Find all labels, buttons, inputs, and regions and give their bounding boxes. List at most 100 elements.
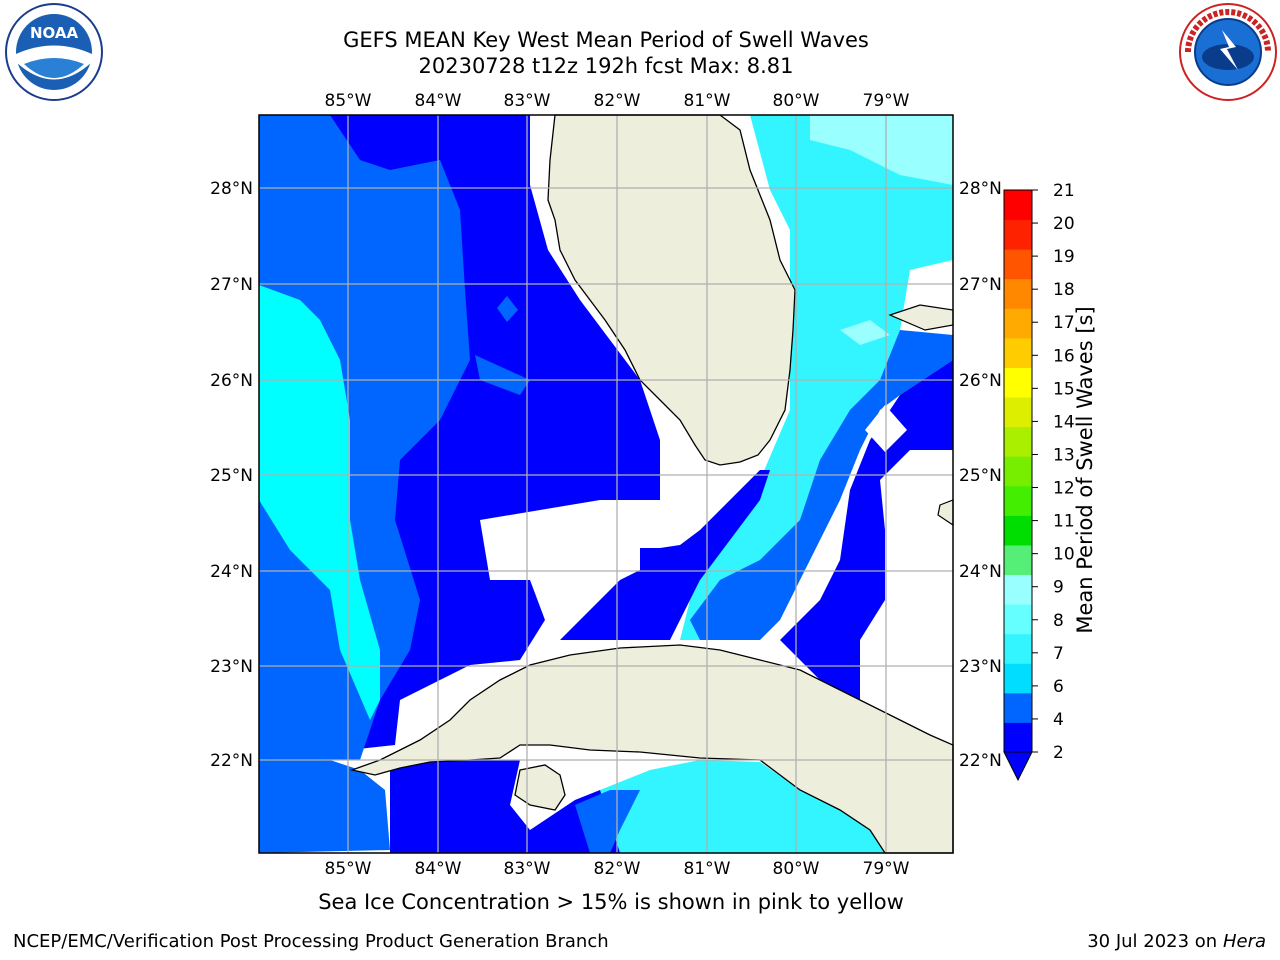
noaa-logo-text: NOAA xyxy=(30,24,79,42)
colorbar-frame xyxy=(1003,189,1033,753)
colorbar-tick-label: 20 xyxy=(1053,214,1075,234)
footer-credit: NCEP/EMC/Verification Post Processing Pr… xyxy=(13,931,609,952)
lon-label: 84°W xyxy=(415,91,462,111)
chart-title: GEFS MEAN Key West Mean Period of Swell … xyxy=(343,28,869,52)
swell-zone-lower-left xyxy=(259,590,310,700)
colorbar-tick-label: 12 xyxy=(1053,479,1075,499)
lat-label: 22°N xyxy=(210,751,253,771)
colorbar-tick-label: 7 xyxy=(1053,644,1064,664)
lon-label: 84°W xyxy=(415,859,462,879)
lat-label: 27°N xyxy=(959,275,1002,295)
colorbar-segment xyxy=(1004,456,1032,487)
colorbar-segment xyxy=(1004,485,1032,516)
lon-label: 82°W xyxy=(594,91,641,111)
lat-labels-right: 28°N 27°N 26°N 25°N 24°N 23°N 22°N xyxy=(959,179,1002,771)
colorbar-segment xyxy=(1004,692,1032,723)
lon-label: 80°W xyxy=(773,91,820,111)
lat-label: 27°N xyxy=(210,275,253,295)
colorbar-tick-label: 16 xyxy=(1053,346,1075,366)
land-florida xyxy=(547,114,796,466)
lon-label: 85°W xyxy=(325,91,372,111)
lon-labels-top: 85°W 84°W 83°W 82°W 81°W 80°W 79°W xyxy=(325,91,910,111)
lat-label: 23°N xyxy=(959,657,1002,677)
swell-zone-east-deep xyxy=(780,360,953,700)
colorbar-segment xyxy=(1004,367,1032,398)
lat-label: 24°N xyxy=(210,562,253,582)
colorbar-segment xyxy=(1004,278,1032,309)
lat-label: 26°N xyxy=(210,371,253,391)
lon-label: 81°W xyxy=(684,859,731,879)
lat-label: 23°N xyxy=(210,657,253,677)
colorbar-segment xyxy=(1004,190,1032,221)
lon-label: 82°W xyxy=(594,859,641,879)
colorbar-segment xyxy=(1004,604,1032,635)
colorbar-segment xyxy=(1004,219,1032,250)
colorbar-tick-label: 10 xyxy=(1053,545,1075,565)
colorbar-tick-label: 19 xyxy=(1053,247,1075,267)
lat-label: 26°N xyxy=(959,371,1002,391)
colorbar-tick-label: 9 xyxy=(1053,578,1064,598)
swell-zone-east-light-2 xyxy=(840,320,890,345)
colorbar-segment xyxy=(1004,249,1032,280)
colorbar-tick-label: 8 xyxy=(1053,611,1064,631)
lon-label: 81°W xyxy=(684,91,731,111)
colorbar: 2 4 6 7 8 9 10 11 12 13 14 15 16 17 18 19 20 21 xyxy=(1003,181,1075,782)
footer-date: 30 Jul 2023 on Hera xyxy=(1087,931,1266,952)
footer-date-text: 30 Jul 2023 on xyxy=(1087,931,1223,952)
lat-label: 25°N xyxy=(210,466,253,486)
colorbar-segment xyxy=(1004,544,1032,576)
colorbar-segment xyxy=(1004,515,1032,546)
lon-label: 83°W xyxy=(504,91,551,111)
colorbar-tick-label: 4 xyxy=(1053,710,1064,730)
swell-zone-6-7-west xyxy=(259,285,380,720)
colorbar-tick-label: 18 xyxy=(1053,280,1075,300)
swell-zone-lower-left-2 xyxy=(259,760,390,853)
colorbar-label: Mean Period of Swell Waves [s] xyxy=(1073,306,1097,634)
colorbar-segment xyxy=(1004,426,1032,457)
colorbar-segment xyxy=(1004,663,1032,694)
sea-ice-caption: Sea Ice Concentration > 15% is shown in … xyxy=(318,890,904,914)
lat-label: 24°N xyxy=(959,562,1002,582)
colorbar-segment xyxy=(1004,574,1032,605)
lat-label: 28°N xyxy=(210,179,253,199)
colorbar-extend-arrow xyxy=(1003,751,1033,782)
swell-zone-south-blue xyxy=(575,790,640,853)
colorbar-tick-label: 21 xyxy=(1053,181,1075,201)
lat-label: 28°N xyxy=(959,179,1002,199)
swell-zone-east-blue xyxy=(690,330,953,640)
colorbar-tick-label: 17 xyxy=(1053,313,1075,333)
lon-label: 83°W xyxy=(504,859,551,879)
colorbar-tick-label: 15 xyxy=(1053,379,1075,399)
lat-labels-left: 28°N 27°N 26°N 25°N 24°N 23°N 22°N xyxy=(210,179,253,771)
colorbar-segment xyxy=(1004,308,1032,339)
chart-subtitle: 20230728 t12z 192h fcst Max: 8.81 xyxy=(418,54,794,78)
colorbar-segment xyxy=(1004,337,1032,368)
lon-label: 85°W xyxy=(325,859,372,879)
swell-patch xyxy=(497,296,518,322)
nws-logo-icon xyxy=(1179,3,1277,101)
lon-labels-bottom: 85°W 84°W 83°W 82°W 81°W 80°W 79°W xyxy=(325,859,910,879)
map-frame xyxy=(258,114,954,854)
lon-label: 80°W xyxy=(773,859,820,879)
footer-host: Hera xyxy=(1222,931,1266,952)
noaa-logo-icon: NOAA xyxy=(5,3,103,101)
colorbar-tick-label: 11 xyxy=(1053,512,1075,532)
colorbar-tick-label: 6 xyxy=(1053,677,1064,697)
colorbar-tick-label: 2 xyxy=(1053,743,1064,763)
swell-zone-straits xyxy=(560,470,770,640)
swell-patch xyxy=(475,355,530,395)
swell-zone-east-light xyxy=(810,115,953,185)
colorbar-segment xyxy=(1004,633,1032,664)
lon-label: 79°W xyxy=(863,91,910,111)
lat-label: 25°N xyxy=(959,466,1002,486)
lon-label: 79°W xyxy=(863,859,910,879)
colorbar-segment xyxy=(1004,722,1032,753)
colorbar-tick-label: 14 xyxy=(1053,412,1075,432)
lat-label: 22°N xyxy=(959,751,1002,771)
graticule xyxy=(259,115,953,853)
colorbar-tick-label: 13 xyxy=(1053,445,1075,465)
swell-zone-4-6-west xyxy=(259,115,470,760)
swell-zone-south-cyan xyxy=(600,760,885,853)
colorbar-segment xyxy=(1004,397,1032,428)
